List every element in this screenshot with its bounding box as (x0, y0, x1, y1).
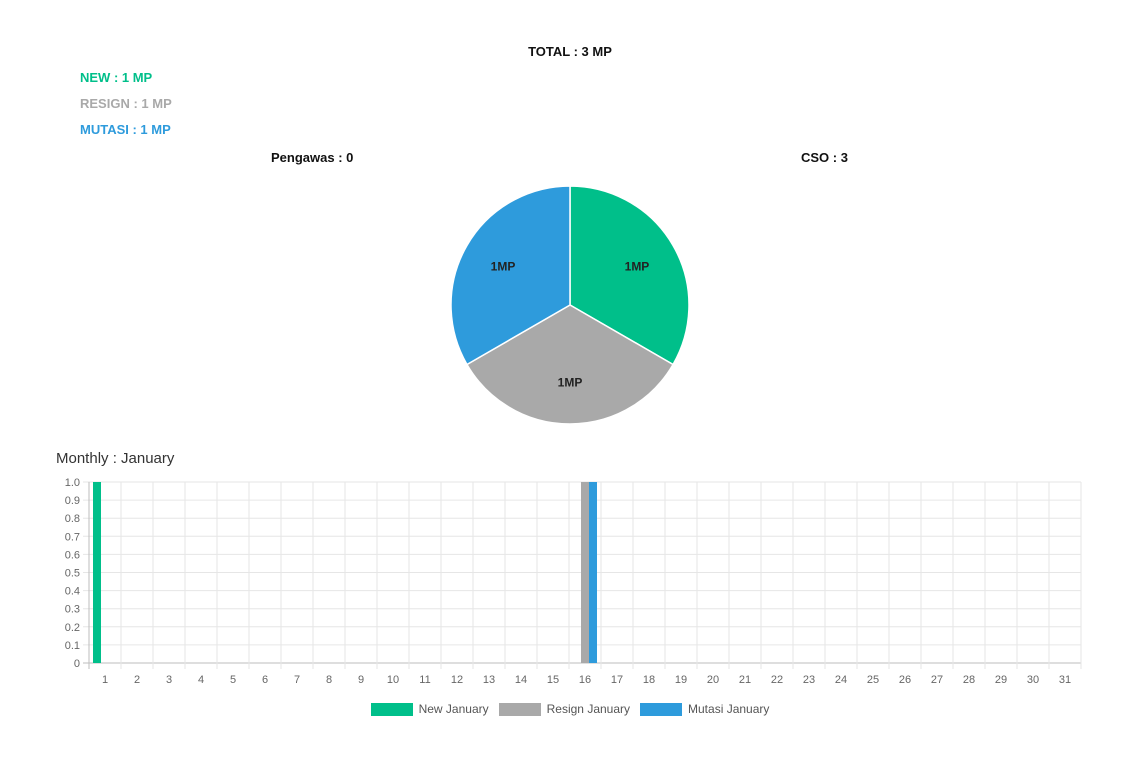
bar-mutasi-january-16[interactable] (589, 482, 597, 663)
y-tick-label: 1.0 (65, 477, 80, 489)
x-tick-label: 15 (547, 674, 559, 686)
stats-list: NEW : 1 MP RESIGN : 1 MP MUTASI : 1 MP (80, 70, 172, 148)
pie-slice-label-1: 1MP (558, 375, 583, 389)
x-tick-label: 28 (963, 674, 975, 686)
x-tick-label: 22 (771, 674, 783, 686)
x-tick-label: 31 (1059, 674, 1071, 686)
legend-swatch-new (370, 702, 413, 716)
y-tick-label: 0.6 (65, 549, 80, 561)
x-tick-label: 10 (387, 674, 399, 686)
x-tick-label: 13 (483, 674, 495, 686)
legend-label-mutasi: Mutasi January (688, 702, 770, 716)
stat-new: NEW : 1 MP (80, 70, 153, 85)
stat-mutasi: MUTASI : 1 MP (80, 122, 171, 137)
x-tick-label: 7 (294, 674, 300, 686)
x-tick-label: 19 (675, 674, 687, 686)
x-tick-label: 6 (262, 674, 268, 686)
monthly-bar-chart: 00.10.20.30.40.50.60.70.80.91.01 2 3 4 5 6 7 8 9… (65, 477, 1082, 686)
x-tick-label: 29 (995, 674, 1007, 686)
x-tick-label: 18 (643, 674, 655, 686)
y-tick-label: 0 (74, 658, 80, 670)
y-tick-label: 0.5 (65, 568, 80, 580)
pie-slice-2[interactable] (450, 185, 571, 366)
legend-swatch-mutasi (640, 702, 683, 716)
x-tick-label: 25 (867, 674, 879, 686)
y-tick-label: 0.3 (65, 604, 80, 616)
legend-label-new: New January (418, 702, 489, 716)
chart-legend: New January Resign January Mutasi Januar… (0, 702, 1140, 716)
pengawas-count: Pengawas : 0 (271, 150, 354, 165)
pie-slice-label-0: 1MP (625, 259, 650, 273)
cso-count: CSO : 3 (801, 150, 848, 165)
pie-slice-0[interactable] (569, 185, 690, 366)
x-tick-label: 2 (134, 674, 140, 686)
legend-label-resign: Resign January (546, 702, 631, 716)
x-tick-label: 4 (198, 674, 204, 686)
x-tick-label: 20 (707, 674, 719, 686)
x-tick-label: 17 (611, 674, 623, 686)
x-tick-label: 12 (451, 674, 463, 686)
y-tick-label: 0.1 (65, 640, 80, 652)
stat-resign: RESIGN : 1 MP (80, 96, 172, 111)
y-tick-label: 0.7 (65, 531, 80, 543)
x-tick-label: 9 (358, 674, 364, 686)
x-tick-label: 30 (1027, 674, 1039, 686)
legend-item-mutasi[interactable]: Mutasi January (640, 702, 769, 716)
bar-new-january-1[interactable] (93, 482, 101, 663)
monthly-title: Monthly : January (56, 450, 175, 467)
y-tick-label: 0.9 (65, 495, 80, 507)
x-tick-label: 23 (803, 674, 815, 686)
x-tick-label: 11 (419, 674, 430, 686)
x-tick-label: 3 (166, 674, 172, 686)
total-heading: TOTAL : 3 MP (528, 44, 612, 59)
y-tick-label: 0.2 (65, 622, 80, 634)
x-tick-label: 8 (326, 674, 332, 686)
pie-slice-label-2: 1MP (491, 259, 516, 273)
x-tick-label: 5 (230, 674, 236, 686)
x-tick-label: 16 (579, 674, 591, 686)
x-tick-label: 24 (835, 674, 847, 686)
y-tick-label: 0.4 (65, 586, 80, 598)
x-tick-label: 27 (931, 674, 943, 686)
legend-swatch-resign (498, 702, 541, 716)
x-tick-label: 1 (102, 674, 108, 686)
x-tick-label: 14 (515, 674, 527, 686)
y-tick-label: 0.8 (65, 513, 80, 525)
legend-item-resign[interactable]: Resign January (498, 702, 631, 716)
legend-item-new[interactable]: New January (370, 702, 489, 716)
x-tick-label: 21 (739, 674, 751, 686)
pie-chart: 1MP 1MP 1MP (450, 185, 690, 425)
x-tick-label: 26 (899, 674, 911, 686)
bar-resign-january-16[interactable] (581, 482, 589, 663)
pie-slice-1[interactable] (465, 304, 675, 425)
